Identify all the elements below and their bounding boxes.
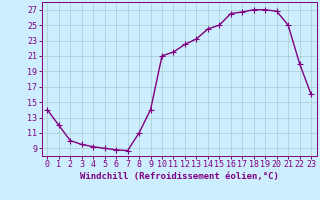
- X-axis label: Windchill (Refroidissement éolien,°C): Windchill (Refroidissement éolien,°C): [80, 172, 279, 181]
